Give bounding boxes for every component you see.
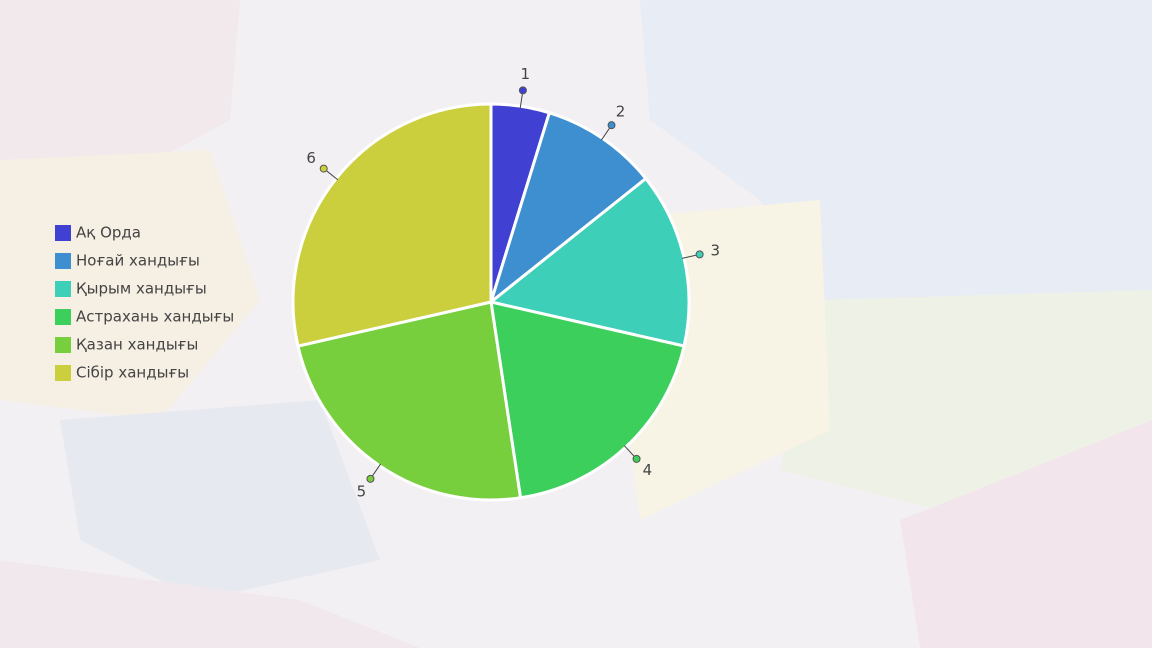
data-label: 3 bbox=[710, 241, 720, 259]
leader-dot bbox=[632, 454, 641, 463]
legend-label: Астрахань хандығы bbox=[76, 308, 234, 326]
data-label: 1 bbox=[521, 65, 531, 83]
leader-dot bbox=[366, 474, 375, 483]
legend-label: Қазан хандығы bbox=[76, 336, 198, 354]
legend-swatch bbox=[55, 365, 71, 381]
legend-label: Сібір хандығы bbox=[76, 364, 189, 382]
leader-dot bbox=[607, 121, 616, 130]
legend-label: Ақ Орда bbox=[76, 224, 141, 242]
data-label: 5 bbox=[357, 483, 367, 501]
legend-label: Қырым хандығы bbox=[76, 280, 207, 298]
legend-swatch bbox=[55, 309, 71, 325]
leader-dot bbox=[518, 86, 527, 95]
leader-dot bbox=[695, 250, 704, 259]
legend-swatch bbox=[55, 225, 71, 241]
legend-swatch bbox=[55, 281, 71, 297]
legend-label: Ноғай хандығы bbox=[76, 252, 200, 270]
data-label: 4 bbox=[643, 461, 653, 479]
data-label: 2 bbox=[616, 102, 626, 120]
legend-swatch bbox=[55, 253, 71, 269]
legend-swatch bbox=[55, 337, 71, 353]
leader-dot bbox=[319, 164, 328, 173]
data-label: 6 bbox=[306, 149, 316, 167]
